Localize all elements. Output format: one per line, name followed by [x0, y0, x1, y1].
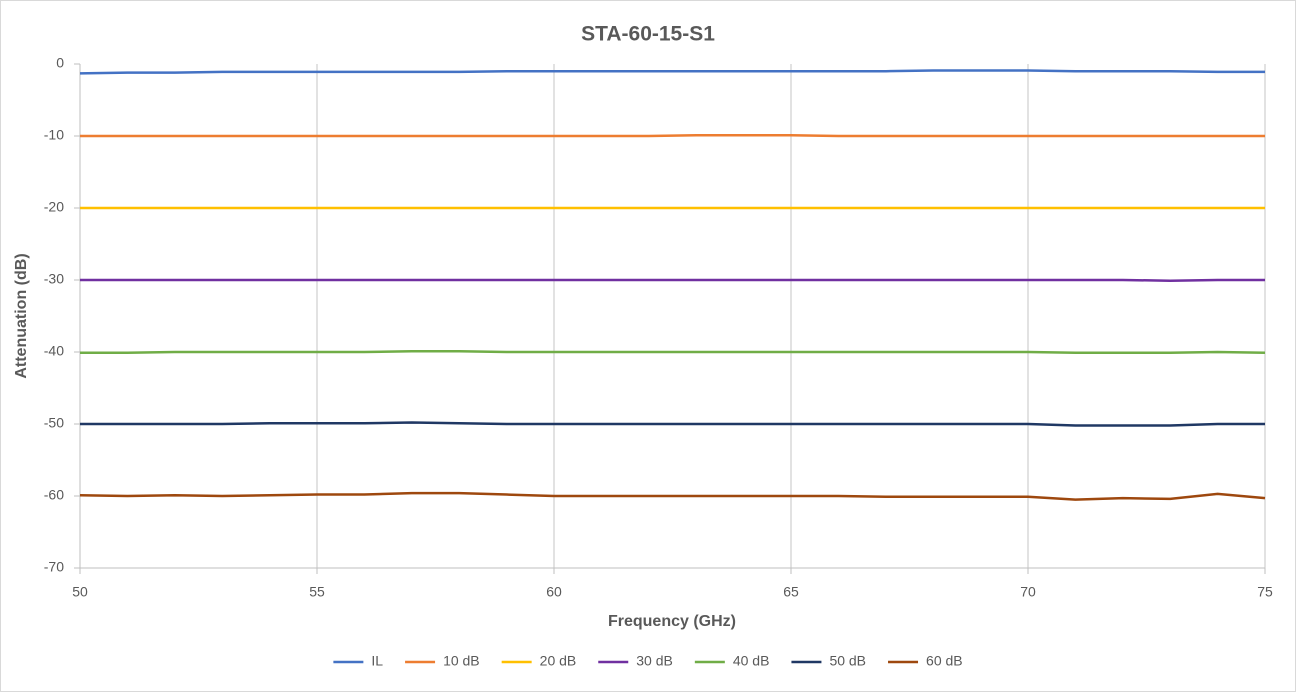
y-tick-label: -10 [44, 127, 64, 143]
series-line [80, 421, 1265, 427]
legend-label: 50 dB [829, 653, 866, 669]
y-axis-title: Attenuation (dB) [13, 253, 30, 378]
x-tick-label: 75 [1257, 584, 1273, 600]
x-tick-label: 55 [309, 584, 325, 600]
y-tick-label: 0 [56, 55, 64, 71]
y-tick-label: -30 [44, 271, 64, 287]
y-tick-label: -20 [44, 199, 64, 215]
y-tick-label: -70 [44, 559, 64, 575]
series-line [80, 350, 1266, 354]
x-tick-label: 50 [72, 584, 88, 600]
chart-title: STA-60-15-S1 [581, 23, 715, 46]
series-line [80, 134, 1265, 138]
x-axis-title: Frequency (GHz) [608, 613, 736, 630]
legend-label: 30 dB [636, 653, 673, 669]
legend-label: 60 dB [926, 653, 963, 669]
series-line [80, 278, 1265, 282]
legend-label: 10 dB [443, 653, 480, 669]
x-tick-label: 65 [783, 584, 799, 600]
legend-label: IL [371, 653, 383, 669]
y-tick-label: -40 [44, 343, 64, 359]
y-tick-label: -60 [44, 487, 64, 503]
x-tick-label: 60 [546, 584, 562, 600]
legend-label: 20 dB [540, 653, 577, 669]
y-tick-label: -50 [44, 415, 64, 431]
legend-label: 40 dB [733, 653, 770, 669]
series-line [79, 69, 1265, 75]
x-tick-label: 70 [1020, 584, 1036, 600]
series-line [79, 491, 1266, 501]
